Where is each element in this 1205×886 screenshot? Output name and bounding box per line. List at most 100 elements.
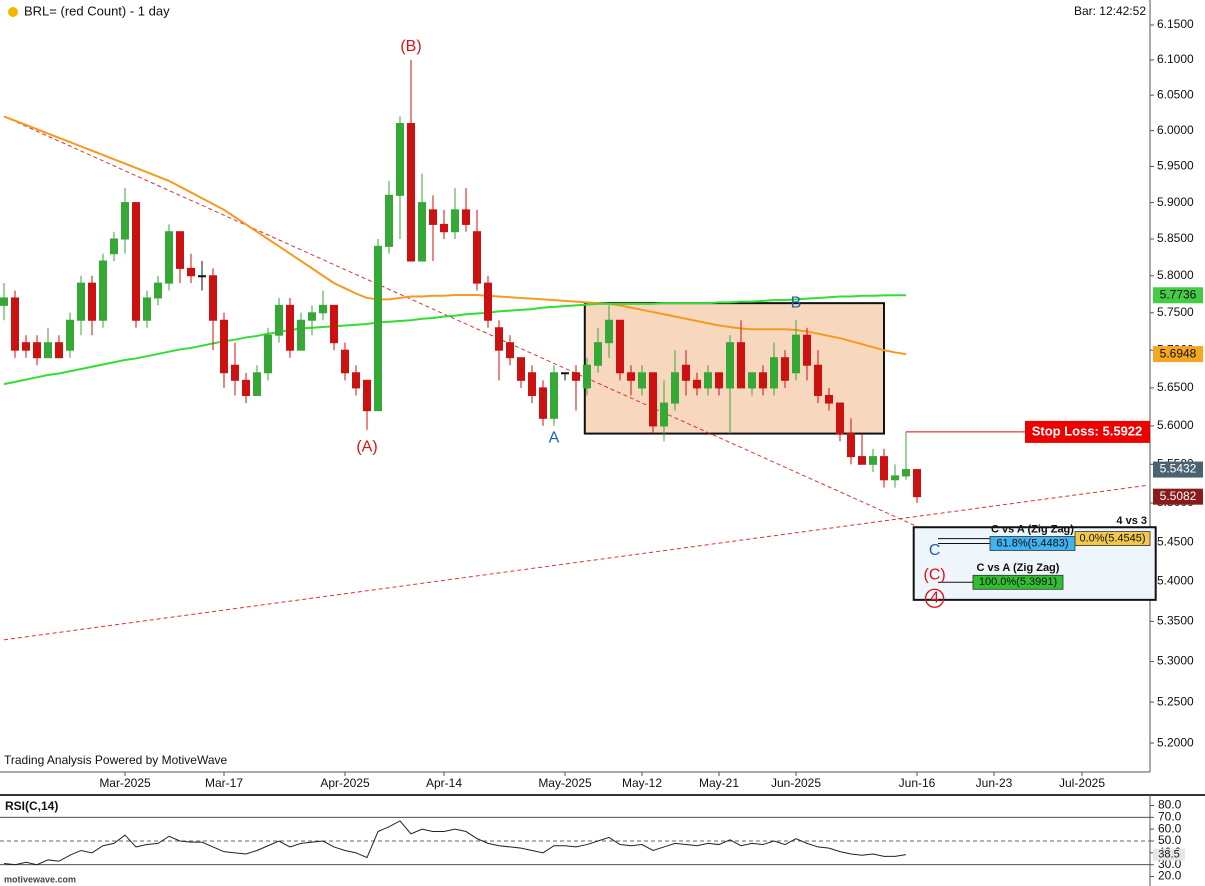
wave-label: A xyxy=(549,429,560,446)
wave-label: (B) xyxy=(400,38,421,55)
axis-marker xyxy=(1153,346,1203,363)
fib-label: 0.0%(5.4545) xyxy=(1079,533,1145,545)
candle-body xyxy=(99,260,107,321)
candle-body xyxy=(704,372,712,389)
x-tick-label: May-12 xyxy=(622,776,662,790)
candle-body xyxy=(759,372,767,389)
candle-body xyxy=(748,372,756,389)
candle-body xyxy=(407,123,415,262)
x-tick-label: Jun-16 xyxy=(899,776,936,790)
candle-body xyxy=(286,304,294,351)
candle-body xyxy=(264,334,272,374)
candle-body xyxy=(726,342,734,389)
candle-body xyxy=(341,349,349,374)
wave-label: 4 xyxy=(930,589,939,606)
title-dot xyxy=(8,7,18,17)
candle-body xyxy=(462,209,470,225)
y-tick-label: 5.3500 xyxy=(1157,614,1194,628)
y-tick-label: 5.9500 xyxy=(1157,159,1194,173)
rsi-marker-label: 38.5 xyxy=(1158,849,1179,861)
y-tick-label: 6.1000 xyxy=(1157,52,1194,66)
axis-marker-label: 5.7736 xyxy=(1160,287,1197,301)
fib-title: C vs A (Zig Zag) xyxy=(977,562,1060,574)
candle-body xyxy=(418,202,426,262)
candle-body xyxy=(715,372,723,389)
y-tick-label: 5.2500 xyxy=(1157,694,1194,708)
fib-label-box xyxy=(989,536,1076,551)
y-tick-label: 6.0500 xyxy=(1157,87,1194,101)
axis-marker xyxy=(1153,488,1203,505)
x-tick-label: May-21 xyxy=(699,776,739,790)
candle-body xyxy=(44,342,52,359)
candle-body xyxy=(242,379,250,396)
plot-layer: 6.1500 6.1000 6.0500 6.0000 5.9500 5.9000 5.85… xyxy=(0,17,1203,883)
candle-body xyxy=(869,456,877,465)
x-tick-label: Mar-2025 xyxy=(99,776,151,790)
x-tick-label: Jul-2025 xyxy=(1059,776,1105,790)
candle-body xyxy=(33,342,41,359)
stop-loss-box xyxy=(1025,420,1150,443)
x-tick-label: May-2025 xyxy=(538,776,592,790)
wave-label: C xyxy=(929,542,941,559)
x-tick-label: Jun-2025 xyxy=(771,776,821,790)
fib-label: 100.0%(5.3991) xyxy=(979,576,1057,588)
candle-body xyxy=(231,364,239,381)
candle-body xyxy=(792,334,800,374)
candle-body xyxy=(891,475,899,481)
candle-body xyxy=(517,357,525,381)
rsi-line xyxy=(3,820,907,866)
candle-body xyxy=(803,334,811,366)
candle-body xyxy=(572,372,580,381)
axis-marker-label: 5.5432 xyxy=(1160,462,1197,476)
trendline xyxy=(3,115,918,527)
axis-marker-label: 5.6948 xyxy=(1160,346,1197,360)
candle-body xyxy=(363,379,371,412)
candle-body xyxy=(847,433,855,458)
candle-body xyxy=(770,357,778,389)
candle-body xyxy=(55,342,63,359)
axis-marker-label: 5.5082 xyxy=(1160,489,1197,503)
candle-body xyxy=(187,267,195,277)
candle-body xyxy=(880,456,888,481)
x-tick-label: Apr-14 xyxy=(426,776,462,790)
candle-body xyxy=(583,364,591,389)
candle-body xyxy=(616,319,624,374)
candle-body xyxy=(429,209,437,225)
fib-title: C vs A (Zig Zag) xyxy=(991,523,1074,535)
trendline xyxy=(3,484,1149,641)
candle-body xyxy=(693,379,701,389)
candle-body xyxy=(484,282,492,321)
candle-body xyxy=(913,469,921,498)
candle-body xyxy=(396,123,404,196)
rsi-title: RSI(C,14) xyxy=(5,799,58,813)
candle-body xyxy=(473,231,481,284)
candle-body xyxy=(561,372,569,375)
candle-body xyxy=(825,394,833,404)
candle-body xyxy=(297,319,305,351)
candle-body xyxy=(671,372,679,404)
candle-body xyxy=(682,364,690,381)
candle-body xyxy=(319,304,327,314)
fib-heading: 4 vs 3 xyxy=(1116,515,1147,527)
candle-body xyxy=(539,387,547,419)
candle-body xyxy=(66,319,74,351)
candle-body xyxy=(649,372,657,427)
candle-body xyxy=(352,372,360,389)
candle-body xyxy=(506,342,514,359)
candle-body xyxy=(660,402,668,427)
annotation-circle xyxy=(924,588,945,608)
rsi-marker xyxy=(1153,848,1185,861)
y-tick-label: 5.7500 xyxy=(1157,305,1194,319)
candle-body xyxy=(638,372,646,389)
candle-body xyxy=(836,402,844,435)
stop-loss-label: Stop Loss: 5.5922 xyxy=(1032,423,1143,438)
candle-body xyxy=(132,202,140,321)
candle-body xyxy=(110,238,118,255)
y-tick-label: 5.6500 xyxy=(1157,380,1194,394)
candle-body xyxy=(451,209,459,233)
candle-body xyxy=(814,364,822,396)
moving-average xyxy=(3,115,907,356)
candle-body xyxy=(374,245,382,412)
